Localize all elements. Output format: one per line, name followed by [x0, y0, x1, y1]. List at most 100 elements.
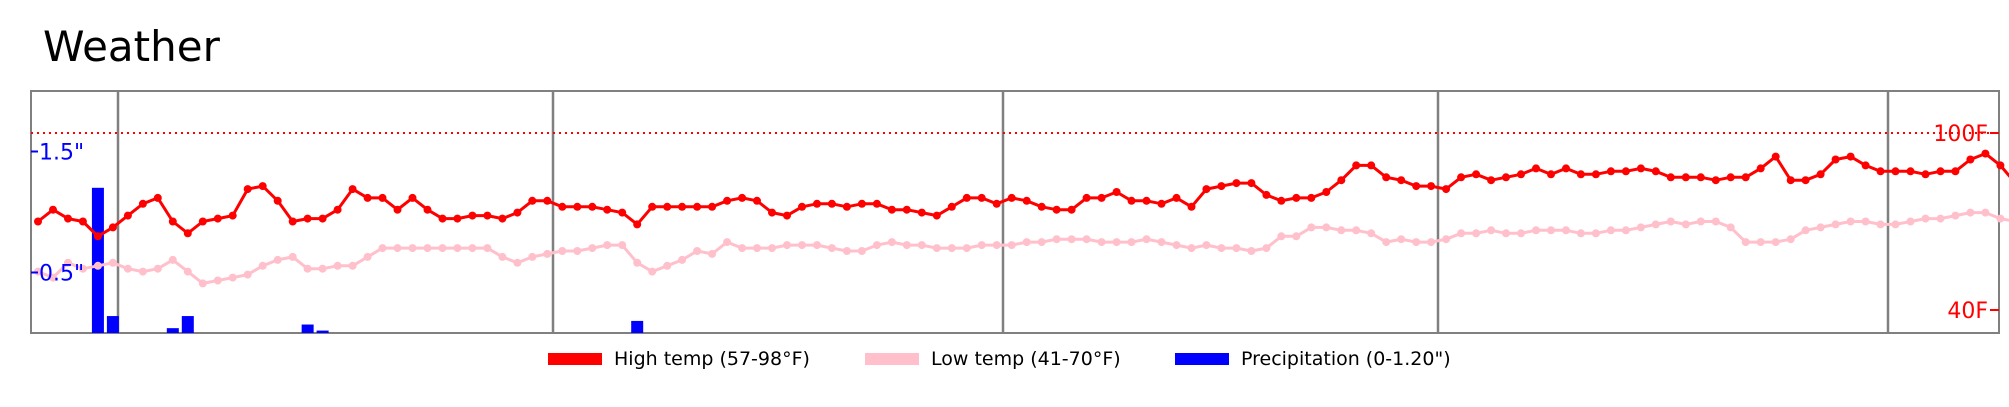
- data-point: [198, 279, 207, 288]
- data-point: [393, 244, 402, 253]
- legend-high-label: High temp (57-98°F): [614, 348, 810, 370]
- data-point: [783, 241, 791, 250]
- data-point: [1472, 229, 1481, 238]
- data-point: [348, 261, 357, 270]
- data-point: [1576, 229, 1585, 238]
- data-point: [1052, 205, 1061, 214]
- data-point: [378, 193, 387, 202]
- data-point: [1651, 167, 1660, 176]
- data-point: [1427, 238, 1436, 247]
- month-dividers: [116, 91, 1890, 333]
- data-point: [1262, 190, 1271, 199]
- data-point: [138, 199, 147, 208]
- data-point: [663, 261, 672, 270]
- data-point: [1472, 170, 1481, 179]
- data-point: [288, 217, 297, 226]
- data-point: [1816, 223, 1825, 232]
- data-point: [1037, 202, 1046, 211]
- data-point: [1831, 155, 1840, 164]
- data-point: [648, 202, 657, 211]
- data-point: [663, 202, 672, 211]
- data-point: [872, 241, 881, 250]
- precip-tick-label: 0.5": [39, 262, 84, 287]
- data-point: [1726, 173, 1735, 182]
- data-point: [1711, 217, 1720, 226]
- data-point: [1936, 167, 1945, 176]
- data-point: [753, 196, 761, 205]
- data-point: [1921, 214, 1930, 223]
- data-point: [977, 193, 986, 202]
- data-point: [273, 196, 282, 205]
- data-point: [423, 244, 432, 253]
- data-point: [1756, 238, 1765, 247]
- data-point: [1322, 188, 1331, 196]
- data-point: [258, 182, 267, 191]
- data-point: [1696, 173, 1705, 182]
- data-point: [1052, 235, 1061, 244]
- data-point: [333, 261, 342, 270]
- precip-bar: [181, 316, 194, 333]
- data-point: [123, 264, 132, 273]
- data-point: [1966, 208, 1975, 217]
- data-point: [1816, 170, 1825, 179]
- data-point: [1502, 173, 1510, 182]
- data-point: [857, 247, 866, 255]
- data-point: [93, 232, 102, 241]
- data-point: [303, 264, 312, 273]
- data-point: [468, 211, 477, 220]
- data-point: [1846, 217, 1855, 226]
- data-point: [348, 185, 357, 194]
- data-point: [1337, 226, 1346, 235]
- data-point: [1112, 188, 1121, 196]
- data-point: [618, 208, 627, 217]
- data-point: [1082, 193, 1091, 202]
- data-point: [483, 244, 492, 253]
- data-point: [498, 214, 507, 223]
- data-point: [438, 244, 447, 253]
- data-point: [1247, 247, 1256, 255]
- data-point: [78, 217, 87, 226]
- data-point: [693, 202, 702, 211]
- data-point: [738, 244, 747, 253]
- data-point: [1651, 220, 1660, 229]
- data-point: [1442, 235, 1451, 244]
- precip-tick-label: 1.5": [39, 141, 84, 166]
- data-point: [1412, 182, 1421, 191]
- data-point: [423, 205, 432, 214]
- data-point: [1696, 217, 1705, 226]
- data-point: [483, 211, 492, 220]
- data-point: [887, 238, 896, 247]
- data-point: [932, 244, 941, 253]
- data-point: [1457, 173, 1466, 182]
- data-point: [468, 244, 477, 253]
- data-point: [1502, 229, 1510, 238]
- data-point: [513, 208, 522, 217]
- data-point: [588, 244, 597, 253]
- data-point: [588, 202, 597, 211]
- data-point: [947, 244, 956, 253]
- temp-tick-label: 100F: [1933, 122, 1988, 147]
- data-point: [813, 199, 821, 208]
- data-point: [633, 220, 642, 229]
- data-point: [34, 217, 42, 226]
- data-point: [1007, 241, 1016, 250]
- data-point: [1097, 193, 1106, 202]
- data-point: [603, 241, 612, 250]
- data-point: [543, 196, 552, 205]
- data-point: [1996, 161, 2005, 170]
- data-point: [1397, 176, 1406, 185]
- data-point: [1337, 176, 1346, 185]
- legend-precip-label: Precipitation (0-1.20"): [1241, 348, 1451, 370]
- data-point: [453, 244, 462, 253]
- data-point: [1217, 182, 1226, 191]
- data-point: [213, 276, 222, 285]
- data-point: [258, 261, 267, 270]
- data-point: [1966, 155, 1975, 164]
- data-point: [872, 199, 881, 208]
- data-point: [1442, 185, 1451, 194]
- data-point: [1457, 229, 1466, 238]
- data-point: [827, 199, 836, 208]
- data-point: [108, 223, 117, 232]
- data-point: [183, 229, 192, 238]
- data-point: [378, 244, 387, 253]
